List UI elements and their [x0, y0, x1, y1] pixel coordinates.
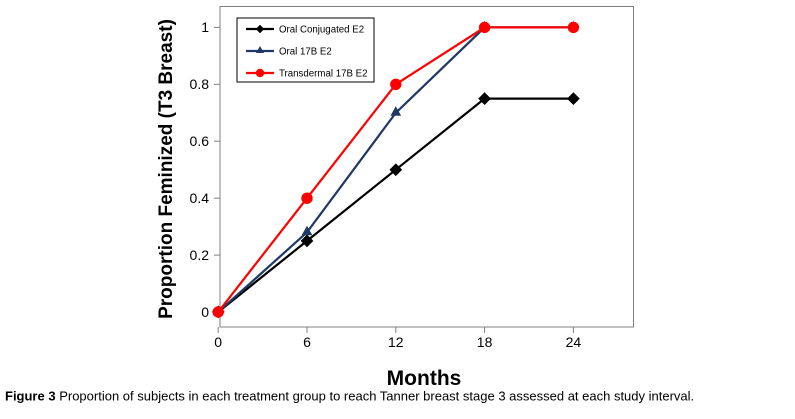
- svg-text:Figure 3 Proportion of subject: Figure 3 Proportion of subjects in each …: [5, 389, 694, 404]
- svg-text:0.2: 0.2: [190, 247, 210, 263]
- svg-text:0.8: 0.8: [190, 76, 210, 92]
- svg-text:24: 24: [566, 334, 582, 350]
- svg-text:1: 1: [201, 19, 209, 35]
- svg-text:Oral 17B E2: Oral 17B E2: [279, 47, 332, 58]
- svg-text:0: 0: [214, 334, 222, 350]
- svg-text:18: 18: [477, 334, 493, 350]
- svg-text:0.4: 0.4: [190, 190, 210, 206]
- svg-text:0.6: 0.6: [190, 133, 210, 149]
- svg-text:Transdermal 17B E2: Transdermal 17B E2: [279, 69, 367, 80]
- svg-text:12: 12: [388, 334, 404, 350]
- svg-text:6: 6: [303, 334, 311, 350]
- svg-text:Oral Conjugated E2: Oral Conjugated E2: [279, 25, 364, 36]
- svg-text:0: 0: [201, 304, 209, 320]
- svg-text:Proportion Feminized (T3 Breas: Proportion Feminized (T3 Breast): [156, 19, 177, 319]
- svg-text:Months: Months: [387, 367, 462, 390]
